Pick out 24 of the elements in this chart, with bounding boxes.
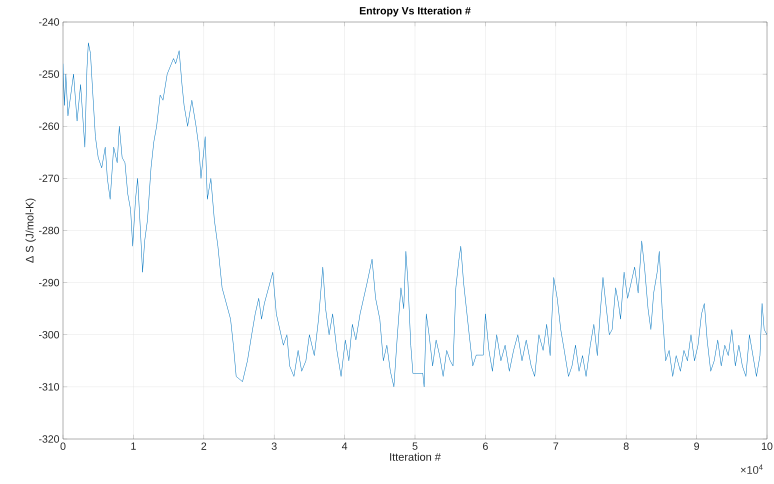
- y-axis-title: Δ S (J/mol-K): [25, 198, 36, 263]
- y-tick-label: -310: [39, 383, 60, 391]
- y-tick-label: -240: [39, 18, 60, 26]
- x-tick-label: 2: [201, 442, 206, 450]
- y-tick-label: -260: [39, 122, 60, 130]
- x-tick-label: 5: [412, 442, 418, 450]
- x-tick-label: 7: [553, 442, 558, 450]
- y-tick-label: -280: [39, 226, 60, 234]
- x-tick-label: 0: [60, 442, 66, 450]
- x-tick-label: 9: [694, 442, 700, 450]
- x-tick-label: 10: [762, 442, 772, 450]
- x-tick-label: 6: [483, 442, 488, 450]
- y-tick-label: -290: [39, 278, 60, 286]
- x-tick-label: 1: [131, 442, 136, 450]
- text: ×10$^{4}$: [740, 464, 763, 474]
- x-axis-title: Itteration #: [390, 452, 441, 461]
- chart-title: Entropy Vs Itteration #: [360, 6, 471, 17]
- y-tick-label: -300: [39, 331, 60, 338]
- y-tick-label: -250: [39, 70, 60, 78]
- x-tick-label: 3: [272, 442, 277, 450]
- x-tick-label: 8: [624, 442, 629, 450]
- x-tick-label: 4: [342, 442, 348, 450]
- y-tick-label: -270: [39, 174, 60, 182]
- y-tick-label: -320: [39, 435, 60, 443]
